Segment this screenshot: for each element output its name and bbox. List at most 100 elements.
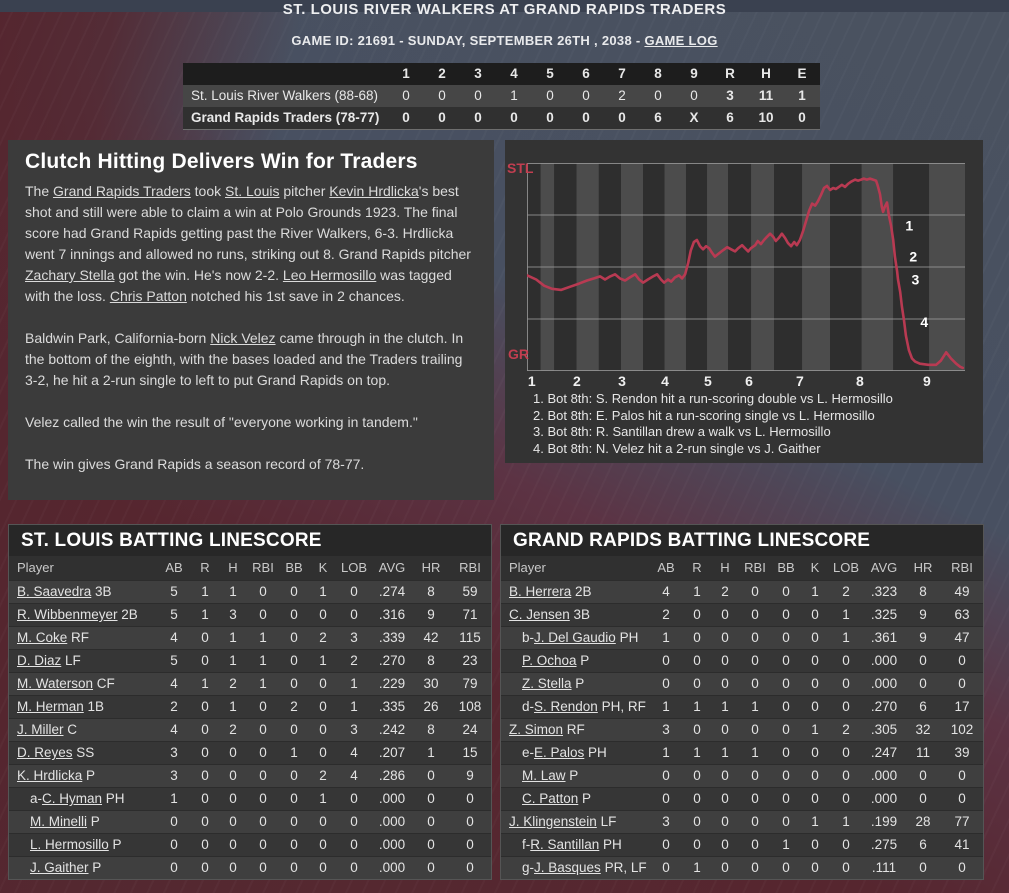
stat-cell: 0 (721, 607, 729, 622)
player-link[interactable]: C. Jensen (509, 607, 570, 622)
player-link[interactable]: M. Coke (17, 630, 68, 645)
player-link[interactable]: Z. Stella (522, 676, 572, 691)
stat-cell: 23 (462, 653, 478, 668)
table-row: L. Hermosillo P 0 0 0 0 0 0 0 .000 0 0 (9, 833, 491, 856)
stat-cell: 0 (782, 584, 790, 599)
stat-cell: 1 (693, 745, 701, 760)
player-link[interactable]: J. Klingenstein (509, 814, 597, 829)
player-cell: D. Diaz LF (9, 650, 157, 672)
batting-column-header: HR (421, 560, 441, 575)
stat-cell: 0 (319, 745, 327, 760)
stat-cell: 0 (958, 791, 966, 806)
player-or-team-link[interactable]: Kevin Hrdlicka (329, 183, 419, 199)
stat-cell: 0 (662, 860, 670, 875)
stat-cell: 0 (782, 699, 790, 714)
player-link[interactable]: M. Waterson (17, 676, 94, 691)
player-or-team-link[interactable]: Nick Velez (210, 330, 276, 346)
stat-cell: 9 (427, 607, 435, 622)
stat-cell: 8 (427, 722, 435, 737)
player-link[interactable]: M. Minelli (30, 814, 88, 829)
player-link[interactable]: E. Palos (534, 745, 585, 760)
player-link[interactable]: R. Santillan (530, 837, 600, 852)
stat-cell: 2 (842, 722, 850, 737)
stat-cell: 0 (662, 837, 670, 852)
player-link[interactable]: J. Basques (534, 860, 601, 875)
stat-cell: 0 (751, 607, 759, 622)
stat-cell: 0 (319, 699, 327, 714)
player-link[interactable]: L. Hermosillo (30, 837, 109, 852)
player-position: 1B (83, 699, 105, 714)
chart-annotation: 3. Bot 8th: R. Santillan drew a walk vs … (533, 424, 831, 439)
stat-cell: 6 (919, 699, 927, 714)
stat-cell: 0 (751, 837, 759, 852)
stat-cell: 4 (350, 745, 358, 760)
inning-runs-cell: 2 (618, 88, 626, 103)
stat-cell: 0 (811, 860, 819, 875)
player-link[interactable]: J. Del Gaudio (534, 630, 616, 645)
player-link[interactable]: Z. Simon (509, 722, 564, 737)
stat-cell: 0 (721, 837, 729, 852)
player-or-team-link[interactable]: Grand Rapids Traders (53, 183, 191, 199)
team-name: Grand Rapids Traders (78-77) (191, 110, 380, 125)
player-link[interactable]: K. Hrdlicka (17, 768, 83, 783)
stat-cell: 1 (693, 584, 701, 599)
stat-cell: 3 (662, 814, 670, 829)
article-text: Baldwin Park, California-born (25, 330, 211, 346)
player-position: PH (584, 745, 607, 760)
linescore-column-header: 3 (474, 66, 482, 81)
stat-cell: 102 (950, 722, 974, 737)
player-link[interactable]: C. Hyman (42, 791, 103, 806)
player-or-team-link[interactable]: Zachary Stella (25, 267, 115, 283)
player-link[interactable]: C. Patton (522, 791, 579, 806)
player-cell: Z. Stella P (501, 673, 649, 695)
table-row: P. Ochoa P 0 0 0 0 0 0 0 .000 0 0 (501, 649, 983, 672)
stat-cell: 1 (751, 745, 759, 760)
stat-cell: 6 (919, 837, 927, 852)
player-link[interactable]: J. Miller (17, 722, 64, 737)
inning-runs-cell: 0 (690, 88, 698, 103)
stat-cell: 0 (290, 653, 298, 668)
batting-column-header: RBI (744, 560, 766, 575)
stat-cell: 0 (751, 860, 759, 875)
batting-header-row: Player AB R H RBI BB K LOB AVG HR RBI (501, 556, 983, 580)
stat-cell: 1 (751, 699, 759, 714)
player-link[interactable]: M. Law (522, 768, 566, 783)
stat-cell: 32 (915, 722, 931, 737)
player-link[interactable]: B. Saavedra (17, 584, 92, 599)
chart-y-bottom-label: GR (508, 346, 529, 362)
stat-cell: 0 (427, 768, 435, 783)
stat-cell: 1 (201, 676, 209, 691)
stat-cell: 0 (319, 676, 327, 691)
player-link[interactable]: S. Rendon (534, 699, 598, 714)
game-log-link[interactable]: GAME LOG (644, 33, 718, 48)
table-row: D. Diaz LF 5 0 1 1 0 1 2 .270 8 23 (9, 649, 491, 672)
player-link[interactable]: J. Gaither (30, 860, 89, 875)
article-body: The Grand Rapids Traders took St. Louis … (25, 181, 477, 475)
player-or-team-link[interactable]: Chris Patton (109, 288, 187, 304)
stat-cell: 0 (319, 814, 327, 829)
stat-cell: .247 (870, 745, 898, 760)
player-link[interactable]: M. Herman (17, 699, 84, 714)
player-position: LF (596, 814, 617, 829)
stat-cell: 0 (842, 768, 850, 783)
player-link[interactable]: B. Herrera (509, 584, 572, 599)
player-link[interactable]: R. Wibbenmeyer (17, 607, 118, 622)
player-cell: M. Coke RF (9, 627, 157, 649)
stat-cell: 0 (958, 676, 966, 691)
player-link[interactable]: D. Reyes (17, 745, 73, 760)
stat-cell: .000 (378, 814, 406, 829)
player-position: RF (67, 630, 90, 645)
player-position: 3B (91, 584, 112, 599)
player-cell: f-R. Santillan PH (501, 834, 649, 856)
stat-cell: 0 (751, 791, 759, 806)
player-position: P (576, 653, 590, 668)
player-cell: M. Law P (501, 765, 649, 787)
batting-column-header: K (318, 560, 328, 575)
player-link[interactable]: D. Diaz (17, 653, 62, 668)
player-link[interactable]: P. Ochoa (522, 653, 577, 668)
player-or-team-link[interactable]: St. Louis (225, 183, 280, 199)
stat-cell: 2 (721, 584, 729, 599)
player-or-team-link[interactable]: Leo Hermosillo (282, 267, 377, 283)
table-row: b-J. Del Gaudio PH 1 0 0 0 0 0 1 .361 9 47 (501, 626, 983, 649)
table-row: a-C. Hyman PH 1 0 0 0 0 1 0 .000 0 0 (9, 787, 491, 810)
